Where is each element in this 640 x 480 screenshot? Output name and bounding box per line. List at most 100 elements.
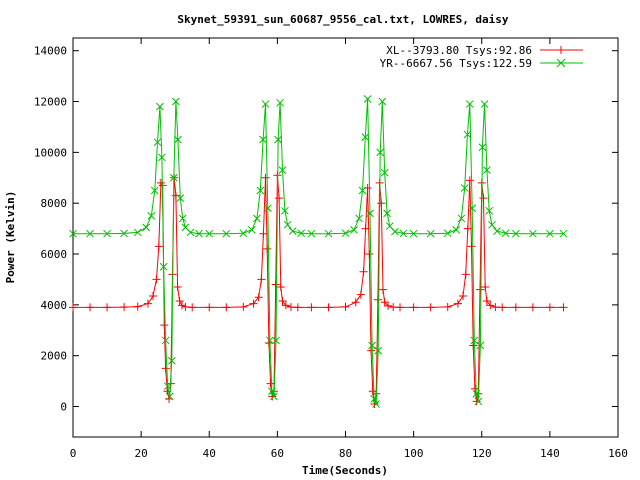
- data-point: [474, 397, 483, 406]
- data-point: [511, 303, 520, 312]
- data-point: [283, 220, 292, 229]
- data-point: [453, 299, 462, 308]
- x-tick-label: 80: [339, 447, 352, 460]
- data-point: [178, 214, 187, 223]
- y-tick-label: 10000: [34, 146, 67, 159]
- data-point: [266, 379, 275, 388]
- data-point: [460, 184, 469, 192]
- data-point: [257, 275, 266, 284]
- data-point: [143, 299, 152, 308]
- data-point: [463, 224, 472, 233]
- data-point: [470, 384, 479, 393]
- data-point: [459, 291, 468, 300]
- data-point: [256, 186, 265, 195]
- data-point: [443, 229, 452, 238]
- data-point: [264, 338, 273, 347]
- data-point: [152, 275, 161, 284]
- data-point: [363, 95, 372, 103]
- data-point: [174, 135, 182, 144]
- data-point: [370, 399, 379, 408]
- data-point: [476, 341, 485, 350]
- x-axis-label: Time(Seconds): [302, 464, 388, 477]
- data-point: [384, 301, 393, 310]
- data-point: [467, 242, 476, 251]
- data-point: [479, 194, 488, 203]
- data-point: [389, 303, 398, 312]
- data-point: [165, 392, 174, 401]
- data-point: [307, 303, 316, 312]
- data-point: [478, 143, 487, 152]
- data-point: [372, 400, 381, 408]
- data-point: [376, 148, 385, 157]
- data-point: [366, 209, 374, 218]
- data-point: [278, 166, 287, 175]
- legend: XL--3793.80 Tsys:92.86 YR--6667.56 Tsys:…: [380, 44, 583, 70]
- data-point: [350, 226, 358, 234]
- data-point: [69, 229, 77, 238]
- data-point: [103, 303, 112, 312]
- data-point: [222, 229, 231, 238]
- series-1: [69, 95, 568, 408]
- data-point: [361, 133, 370, 141]
- series-line: [73, 98, 564, 405]
- y-tick-label: 6000: [41, 248, 68, 261]
- data-point: [378, 97, 387, 106]
- data-point: [368, 341, 376, 350]
- data-point: [288, 227, 297, 235]
- data-point: [172, 97, 180, 106]
- data-point: [222, 303, 231, 312]
- data-point: [482, 297, 491, 306]
- data-point: [365, 250, 374, 259]
- data-point: [399, 229, 408, 238]
- data-point: [261, 173, 270, 182]
- x-tick-label: 20: [135, 447, 148, 460]
- legend-marker-xl: [557, 46, 565, 54]
- data-point: [486, 301, 495, 310]
- data-point: [476, 285, 485, 294]
- y-tick-label: 4000: [41, 299, 68, 312]
- data-point: [358, 186, 367, 195]
- data-point: [341, 302, 350, 311]
- data-point: [380, 298, 389, 307]
- data-point: [341, 229, 350, 238]
- data-point: [149, 291, 158, 300]
- series-0: [69, 171, 568, 408]
- data-point: [491, 303, 500, 312]
- data-point: [205, 229, 214, 238]
- data-point: [195, 229, 203, 238]
- data-point: [278, 297, 287, 306]
- data-point: [281, 206, 289, 215]
- data-point: [171, 191, 180, 200]
- data-point: [205, 303, 214, 312]
- chart-title: Skynet_59391_sun_60687_9556_cal.txt, LOW…: [177, 13, 509, 26]
- data-point: [409, 229, 418, 238]
- data-point: [120, 303, 129, 312]
- data-point: [133, 228, 142, 237]
- data-point: [396, 303, 404, 312]
- data-point: [511, 229, 520, 238]
- data-point: [480, 100, 489, 108]
- x-tick-label: 160: [608, 447, 628, 460]
- data-point: [176, 194, 185, 202]
- data-point: [426, 303, 435, 312]
- data-point: [465, 176, 474, 185]
- y-tick-label: 14000: [34, 45, 67, 58]
- data-point: [160, 321, 169, 330]
- data-point: [470, 336, 479, 345]
- data-point: [154, 242, 163, 251]
- data-point: [297, 229, 306, 238]
- data-point: [481, 283, 490, 292]
- data-point: [167, 356, 176, 365]
- data-point: [501, 229, 510, 238]
- y-axis-label: Power (Kelvin): [4, 191, 17, 284]
- data-point: [461, 270, 470, 279]
- data-point: [259, 229, 268, 238]
- data-point: [259, 135, 267, 144]
- data-point: [173, 283, 182, 292]
- series-layer: [69, 95, 568, 408]
- data-point: [268, 392, 277, 401]
- data-point: [468, 204, 477, 213]
- data-point: [86, 303, 95, 312]
- y-axis-ticks: 0 2000 4000 6000 8000 10000 12000 14000: [34, 45, 618, 414]
- data-point: [133, 302, 142, 311]
